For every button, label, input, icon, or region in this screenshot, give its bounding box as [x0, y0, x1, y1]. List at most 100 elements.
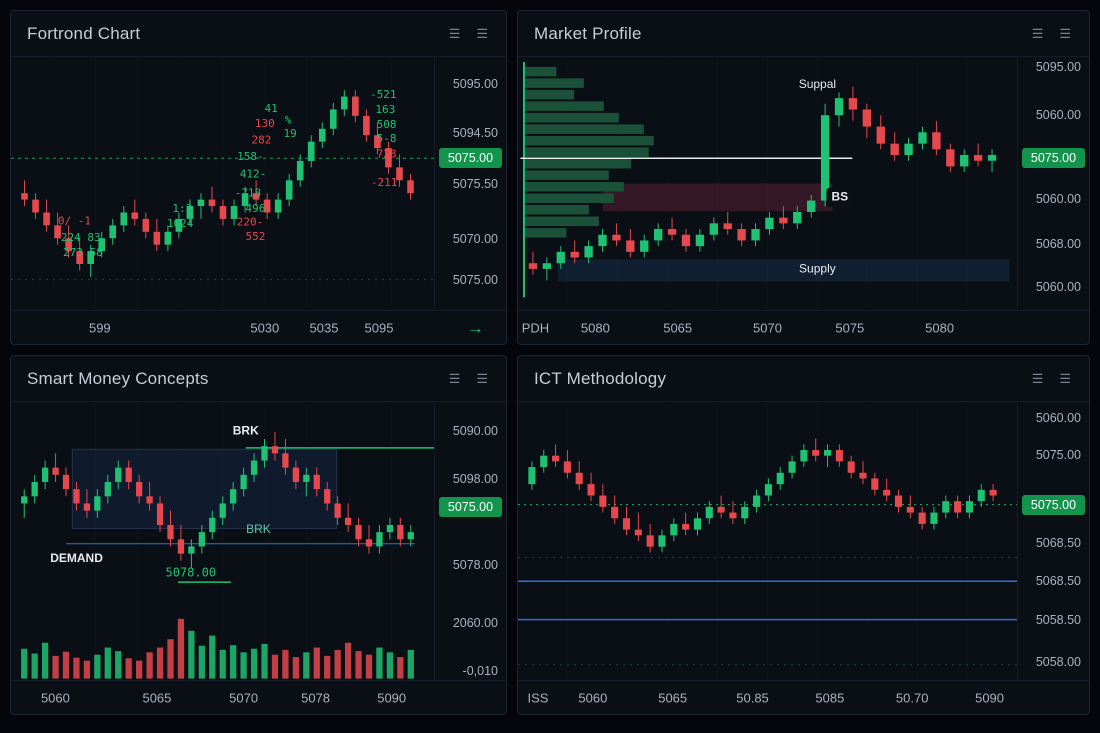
price-label: 5068.50: [1035, 535, 1081, 550]
panel-body: 41 130% 19 282 158- 412- -718 496 220- 552 1:3 1024…: [11, 57, 506, 310]
svg-text:220-: 220-: [237, 216, 264, 229]
panel-toolbar: ☰ ☰: [447, 25, 490, 42]
time-label: 5090: [975, 690, 1005, 705]
price-axis[interactable]: 5095.00 5060.00 5060.00 5068.00 5060.00 5075.…: [1017, 57, 1089, 310]
panel-title: Fortrond Chart: [27, 23, 141, 43]
price-label: 5094.50: [452, 125, 498, 140]
time-label: PDH: [521, 320, 550, 335]
svg-text:496: 496: [246, 202, 266, 215]
svg-text:224 83: 224 83: [61, 231, 101, 244]
chart-canvas[interactable]: BRK BRK DEMAND 5078.00: [11, 402, 434, 680]
time-label: 5035: [309, 320, 339, 335]
last-price-badge: 5075.00: [1022, 494, 1085, 515]
price-label: 5060.00: [1035, 280, 1081, 295]
svg-text:158-: 158-: [237, 150, 264, 163]
panel-body: Suppal BS Supply 5095.00 5060.00 5060.00 5068…: [518, 57, 1089, 310]
svg-text:508: 508: [377, 118, 397, 131]
time-label: 5075: [835, 320, 865, 335]
time-label: 5065: [663, 320, 693, 335]
time-label: 5078: [301, 690, 331, 705]
chart-settings-icon[interactable]: ☰: [1031, 371, 1044, 386]
time-axis[interactable]: 5060 5065 5070 5078 5090: [11, 680, 506, 714]
svg-text:41: 41: [265, 102, 278, 115]
price-label: -0,010: [462, 664, 498, 679]
time-axis[interactable]: ISS 5060 5065 50.85 5085 50.70 5090: [518, 680, 1089, 714]
svg-text:-211: -211: [371, 176, 398, 189]
time-label: 5060: [40, 690, 70, 705]
chart-settings-icon[interactable]: ☰: [448, 26, 461, 41]
goto-realtime-arrow-icon[interactable]: →: [467, 318, 484, 337]
panel-title: ICT Methodology: [534, 368, 667, 388]
panel-header: Market Profile ☰ ☰: [518, 11, 1089, 57]
time-label: 5070: [229, 690, 259, 705]
svg-text:728: 728: [377, 147, 397, 160]
svg-text:1:3: 1:3: [172, 202, 192, 215]
menu-icon[interactable]: ☰: [476, 26, 488, 41]
svg-text:412-: 412-: [240, 168, 267, 181]
svg-text:19: 19: [284, 127, 297, 140]
time-label: 50.70: [895, 690, 929, 705]
price-label: 5095.00: [452, 76, 498, 91]
time-label: 5070: [753, 320, 782, 335]
time-label: 5095: [364, 320, 394, 335]
panel-title: Market Profile: [534, 23, 642, 43]
panel-header: Fortrond Chart ☰ ☰: [11, 11, 506, 57]
time-label: 5080: [580, 320, 610, 335]
panel-body: 5060.00 5075.00 5068.50 5068.50 5058.50 5058.…: [518, 402, 1089, 680]
time-label: 5080: [925, 320, 955, 335]
svg-text:0/ -1: 0/ -1: [58, 214, 91, 227]
svg-text:1024: 1024: [167, 217, 194, 230]
panel-toolbar: ☰ ☰: [1030, 370, 1073, 387]
panel-ict-methodology: ICT Methodology ☰ ☰ 5060.00 5075.00 5068.5…: [517, 355, 1090, 715]
price-label: 5090.00: [452, 423, 498, 438]
panel-fortrond-chart: Fortrond Chart ☰ ☰ 41 130% 19 282 158- 412- -7…: [10, 10, 507, 345]
time-label: 5060: [578, 690, 608, 705]
menu-icon[interactable]: ☰: [476, 371, 488, 386]
menu-icon[interactable]: ☰: [1059, 371, 1071, 386]
svg-text:BRK: BRK: [233, 423, 259, 437]
price-label: 5095.00: [1035, 60, 1081, 75]
svg-text:Supply: Supply: [799, 262, 836, 276]
panel-title: Smart Money Concepts: [27, 368, 209, 388]
price-label: 5058.00: [1035, 655, 1081, 670]
last-price-badge: 5075.00: [439, 496, 502, 517]
time-axis[interactable]: 599 5030 5035 5095 →: [11, 310, 506, 344]
svg-text:%: %: [285, 113, 292, 126]
price-label: 5058.50: [1035, 612, 1081, 627]
price-label: 5068.50: [1035, 574, 1081, 589]
menu-icon[interactable]: ☰: [1059, 26, 1071, 41]
svg-text:BRK: BRK: [246, 522, 271, 536]
svg-text:5078.00: 5078.00: [165, 565, 216, 579]
price-label: 5075.00: [1035, 447, 1081, 462]
price-axis[interactable]: 5090.00 5098.00 5078.00 2060.00 -0,010 5075.0…: [434, 402, 506, 680]
panel-toolbar: ☰ ☰: [1030, 25, 1073, 42]
price-label: 5060.00: [1035, 108, 1081, 123]
price-axis[interactable]: 5095.00 5094.50 5075.50 5070.00 5075.00 5075.…: [434, 57, 506, 310]
chart-canvas[interactable]: Suppal BS Supply: [518, 57, 1017, 310]
price-label: 5075.00: [452, 272, 498, 287]
time-label: 5030: [250, 320, 280, 335]
time-label: 599: [88, 320, 111, 335]
price-label: 5060.00: [1035, 410, 1081, 425]
price-axis[interactable]: 5060.00 5075.00 5068.50 5068.50 5058.50 5058.…: [1017, 402, 1089, 680]
panel-body: BRK BRK DEMAND 5078.00 5090.00 5098.00 5078.0…: [11, 402, 506, 680]
panel-smart-money-concepts: Smart Money Concepts ☰ ☰ BRK BRK DEMAND 507…: [10, 355, 507, 715]
chart-settings-icon[interactable]: ☰: [448, 371, 461, 386]
price-label: 5098.00: [452, 472, 498, 486]
price-label: 2060.00: [452, 616, 498, 631]
chart-canvas[interactable]: [518, 402, 1017, 680]
last-price-badge: 5075.00: [1022, 148, 1085, 169]
svg-text:552: 552: [246, 230, 266, 243]
time-label: 5090: [377, 690, 407, 705]
svg-text:Suppal: Suppal: [799, 77, 836, 91]
svg-text:-718: -718: [235, 187, 262, 200]
svg-text:163: 163: [375, 103, 395, 116]
panel-market-profile: Market Profile ☰ ☰ Suppal BS Supply 5095.0…: [517, 10, 1090, 345]
svg-text:5-8: 5-8: [377, 132, 397, 145]
chart-canvas[interactable]: 41 130% 19 282 158- 412- -718 496 220- 552 1:3 1024…: [11, 57, 434, 310]
chart-settings-icon[interactable]: ☰: [1031, 26, 1044, 41]
panel-header: ICT Methodology ☰ ☰: [518, 356, 1089, 402]
time-axis[interactable]: PDH 5080 5065 5070 5075 5080: [518, 310, 1089, 344]
price-label: 5060.00: [1035, 191, 1081, 206]
